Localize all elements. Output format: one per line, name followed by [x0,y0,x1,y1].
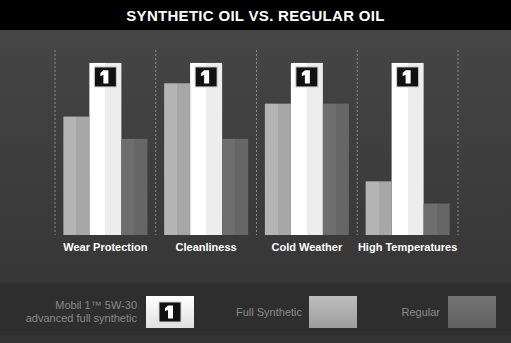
chart-root: Wear Protection Cleanliness Cold Weather Hi… [0,0,511,343]
logo [296,67,318,87]
logo-box [397,67,419,87]
title: SYNTHETIC OIL VS. REGULAR OIL [0,7,511,24]
bar [323,104,349,235]
category-label: High Temperatures [358,241,457,253]
bars [63,63,449,235]
bar [89,63,121,235]
logo-glyph [165,305,173,318]
bar [190,63,222,235]
logo [94,67,116,87]
separator [458,50,459,235]
logo-box [94,67,116,87]
bar [265,104,291,235]
bar [121,139,147,235]
logo-box [296,67,318,87]
logo-glyph [302,70,310,83]
legend-logo [146,296,194,328]
bar [291,63,323,235]
category-label: Cold Weather [272,241,343,253]
separator [256,50,257,235]
logo-box [159,302,181,322]
bar [222,139,248,235]
bar [63,117,89,235]
logo [159,302,181,322]
logo-box [195,67,217,87]
legend-label: Regular [360,306,440,319]
legend-label: Mobil 1™ 5W-30 advanced full synthetic [9,299,137,325]
separator [155,50,156,235]
separator [55,50,56,235]
category-label: Wear Protection [63,241,147,253]
bar [366,181,392,235]
separator [357,50,358,235]
legend-swatch [146,296,194,328]
category-label: Cleanliness [176,241,237,253]
logo-glyph [100,70,108,83]
bar [164,83,190,235]
logo-glyph [403,70,411,83]
logo [397,67,419,87]
legend-swatch [309,296,357,328]
bar [392,63,424,235]
legend-label: Full Synthetic [192,306,302,319]
logo [195,67,217,87]
bar [424,204,450,235]
logo-glyph [201,70,209,83]
legend-swatch [448,296,496,328]
